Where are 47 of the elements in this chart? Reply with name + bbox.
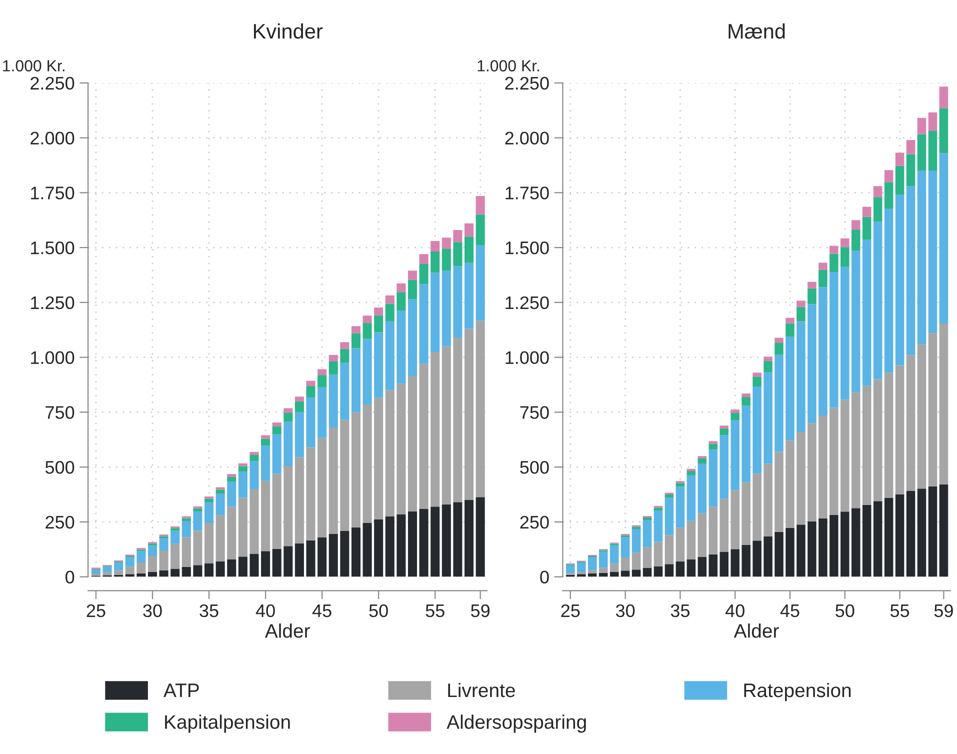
y-tick-label: 750 — [520, 406, 549, 419]
x-tick-label: 25 — [561, 604, 580, 618]
y-axis-title: 1.000 Kr. — [478, 60, 540, 72]
y-tick-label: 1.250 — [31, 296, 74, 310]
y-tick-label: 1.500 — [31, 242, 74, 254]
y-tick-label: 0 — [66, 570, 74, 584]
x-tick-label: 55 — [890, 604, 910, 618]
x-tick-label: 59 — [471, 604, 490, 618]
y-tick-label: 1.000 — [506, 351, 549, 364]
y-tick-label: 1.000 — [31, 351, 74, 364]
y-tick-label: 1.250 — [506, 296, 549, 310]
y-tick-label: 2.000 — [30, 132, 74, 145]
x-tick-label: 30 — [616, 604, 635, 618]
legend-label: Aldersopsparing — [446, 714, 586, 733]
x-tick-label: 35 — [670, 604, 690, 618]
chart-title: Kvinder — [254, 23, 323, 39]
legend-label: Ratepension — [744, 682, 851, 702]
y-tick-label: 1.750 — [31, 186, 74, 200]
x-tick-label: 45 — [780, 604, 800, 618]
y-tick-label: 750 — [46, 406, 74, 419]
x-tick-label: 45 — [312, 604, 332, 618]
x-tick-label: 25 — [86, 604, 106, 618]
y-tick-label: 0 — [540, 570, 549, 584]
x-tick-label: 40 — [256, 604, 275, 618]
x-axis-title: Alder — [264, 624, 310, 638]
x-tick-label: 40 — [725, 604, 744, 618]
x-tick-label: 59 — [934, 604, 953, 618]
y-tick-label: 1.750 — [506, 186, 549, 200]
y-tick-label: 500 — [520, 460, 549, 474]
x-tick-label: 35 — [200, 604, 218, 618]
x-tick-label: 55 — [426, 604, 444, 618]
legend-label: ATP — [164, 684, 199, 698]
y-tick-label: 250 — [520, 516, 549, 529]
y-tick-label: 250 — [46, 516, 74, 529]
y-tick-label: 2.250 — [505, 76, 549, 90]
x-tick-label: 30 — [143, 604, 162, 618]
y-axis-title: 1.000 Kr. — [3, 60, 64, 72]
x-tick-label: 50 — [836, 604, 854, 618]
x-axis-title: Alder — [734, 624, 779, 638]
legend-label: Kapitalpension — [165, 714, 290, 733]
y-tick-label: 1.500 — [506, 242, 549, 254]
chart-title: Mænd — [728, 23, 785, 39]
legend-label: Livrente — [448, 682, 515, 698]
x-tick-label: 50 — [369, 604, 388, 618]
y-tick-label: 2.000 — [505, 132, 549, 145]
y-tick-label: 2.250 — [30, 76, 74, 90]
y-tick-label: 500 — [45, 460, 74, 474]
